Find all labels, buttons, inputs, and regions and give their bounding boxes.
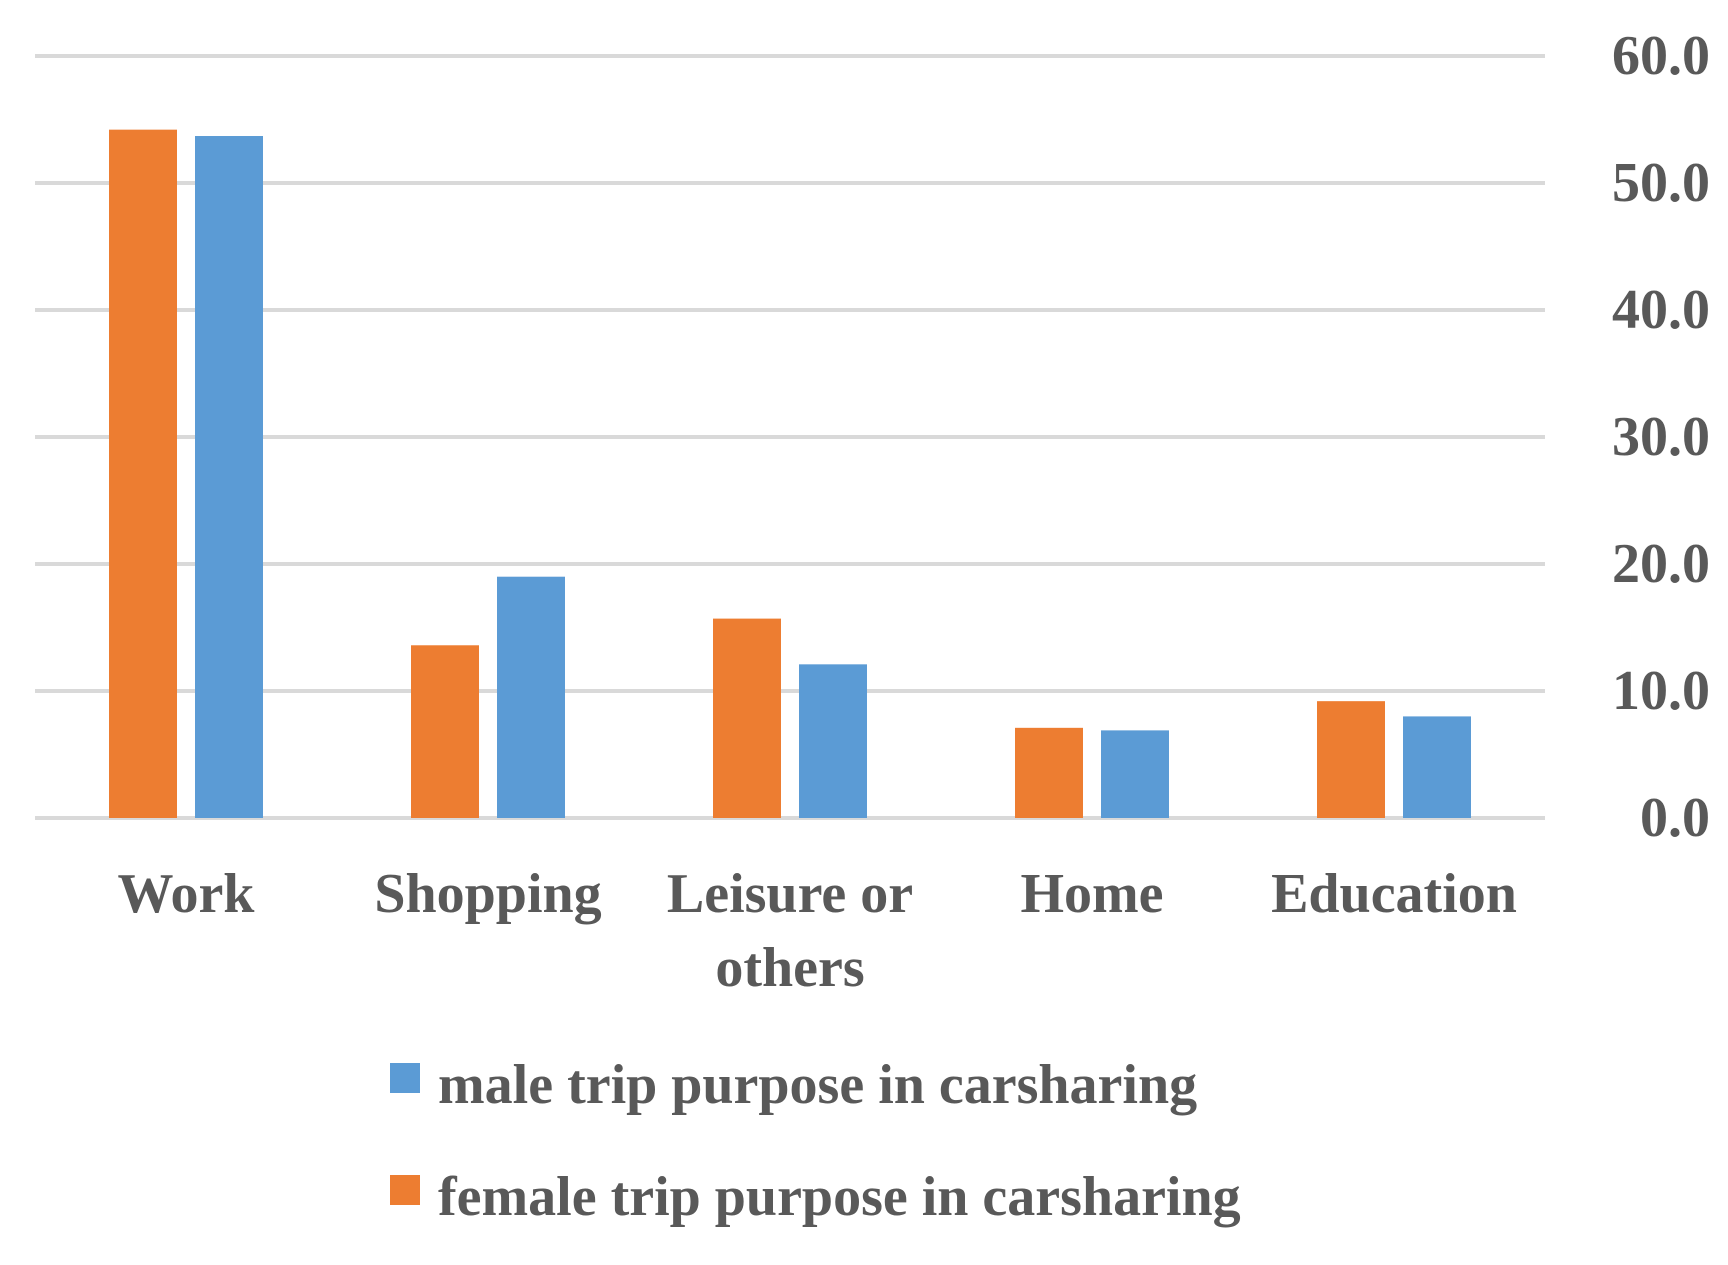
legend-label: male trip purpose in carsharing — [438, 1054, 1197, 1116]
bars — [109, 129, 1471, 818]
x-category-label: Education — [1271, 863, 1517, 925]
y-tick-label: 20.0 — [1612, 533, 1710, 595]
bar-female-0 — [109, 129, 177, 818]
x-category-label: Shopping — [374, 863, 601, 925]
bar-male-2 — [799, 664, 867, 818]
bar-female-2 — [713, 618, 781, 818]
y-tick-label: 0.0 — [1640, 787, 1710, 849]
legend-swatch — [390, 1175, 420, 1205]
bar-male-1 — [497, 576, 565, 818]
y-tick-label: 10.0 — [1612, 660, 1710, 722]
gridlines — [35, 54, 1545, 820]
x-axis-categories: Work Shopping Leisure or others Home Educatio… — [118, 863, 1517, 999]
legend-label: female trip purpose in carsharing — [438, 1166, 1241, 1228]
y-tick-label: 40.0 — [1612, 279, 1710, 341]
y-tick-label: 60.0 — [1612, 25, 1710, 87]
legend-swatch — [390, 1063, 420, 1093]
bar-male-0 — [195, 136, 263, 818]
bar-female-1 — [411, 645, 479, 818]
legend: male trip purpose in carsharing female tr… — [390, 1054, 1241, 1228]
x-category-label: Home — [1020, 863, 1163, 925]
bar-male-4 — [1403, 716, 1471, 818]
bar-female-4 — [1317, 701, 1385, 818]
x-category-label: Work — [118, 863, 256, 925]
y-axis-ticks: 0.0 10.0 20.0 30.0 40.0 50.0 60.0 — [1612, 25, 1710, 849]
y-tick-label: 50.0 — [1612, 152, 1710, 214]
bar-female-3 — [1015, 727, 1083, 818]
bar-male-3 — [1101, 730, 1169, 818]
y-tick-label: 30.0 — [1612, 406, 1710, 468]
x-category-label: Leisure or others — [667, 863, 913, 999]
